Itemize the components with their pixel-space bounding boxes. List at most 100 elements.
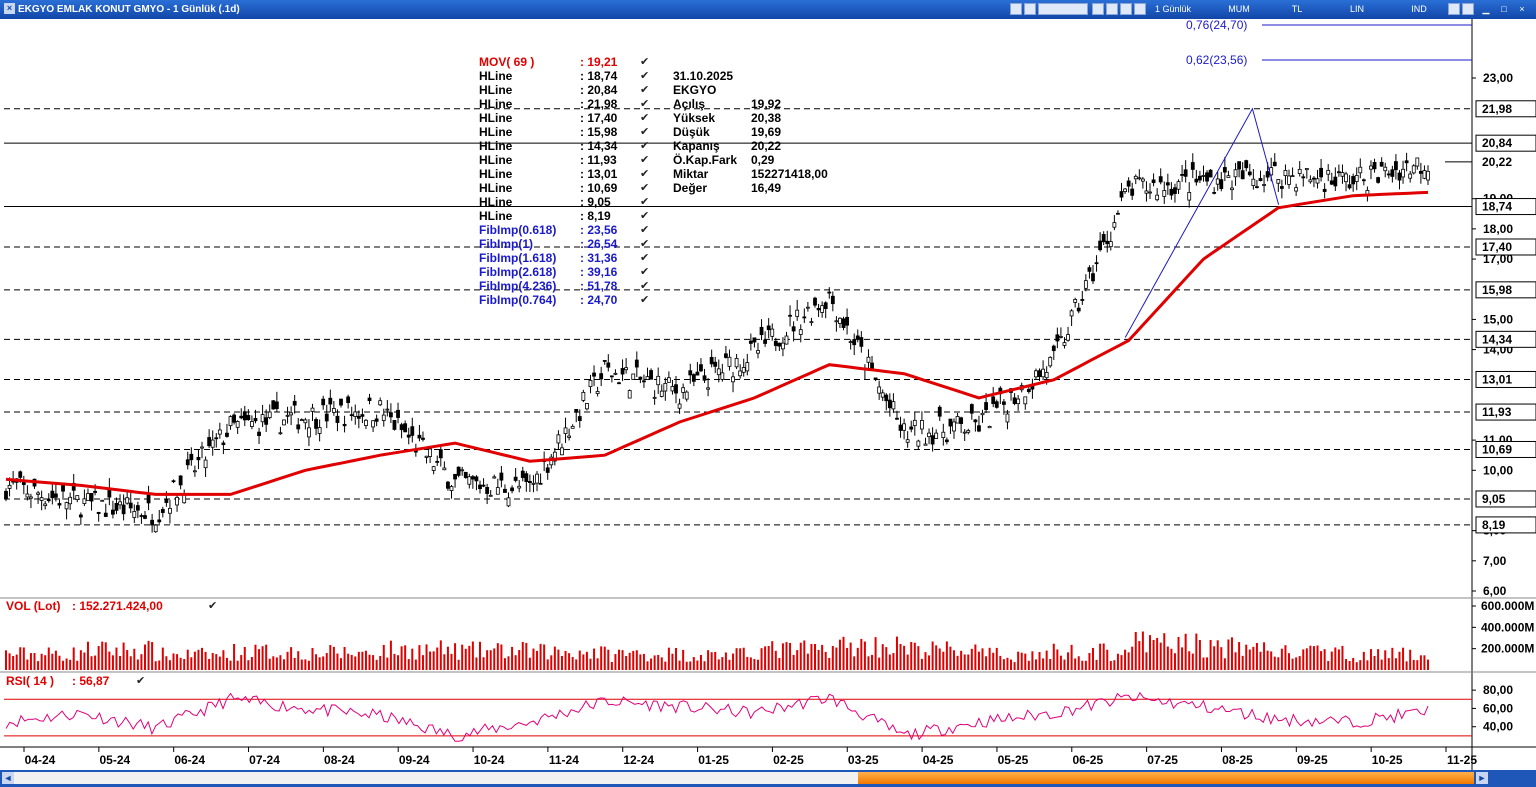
indicator-check-icon[interactable]: ✔ bbox=[640, 98, 650, 110]
volume-bar bbox=[610, 661, 613, 670]
volume-bar bbox=[657, 654, 660, 670]
candle-body bbox=[1230, 187, 1234, 191]
toolbar-zoom-icon[interactable] bbox=[1134, 3, 1146, 15]
volume-bar bbox=[675, 647, 678, 670]
window-close-button[interactable]: × bbox=[1519, 4, 1525, 14]
volume-bar bbox=[161, 647, 164, 670]
volume-check-icon[interactable]: ✔ bbox=[208, 600, 218, 612]
volume-bar bbox=[746, 656, 749, 670]
volume-bar bbox=[1320, 651, 1323, 670]
scroll-left-icon[interactable]: ◄ bbox=[2, 772, 14, 784]
toolbar-format-icon[interactable] bbox=[1038, 3, 1088, 15]
volume-bar bbox=[963, 654, 966, 670]
toolbar-settings-icon[interactable] bbox=[1462, 3, 1474, 15]
candle-body bbox=[64, 502, 69, 510]
toolbar-period-button[interactable]: 1 Günlük bbox=[1154, 4, 1192, 14]
candle-body bbox=[891, 401, 896, 410]
indicator-check-icon[interactable]: ✔ bbox=[640, 224, 650, 236]
volume-bar bbox=[432, 651, 435, 670]
volume-bar bbox=[293, 657, 296, 670]
scroll-right-icon[interactable]: ► bbox=[1476, 772, 1488, 784]
candle-body bbox=[830, 295, 835, 305]
volume-bar bbox=[154, 661, 157, 670]
volume-bar bbox=[885, 647, 888, 670]
indicator-check-icon[interactable]: ✔ bbox=[640, 280, 650, 292]
candle-body bbox=[652, 396, 657, 399]
volume-bar bbox=[799, 642, 802, 670]
indicator-check-icon[interactable]: ✔ bbox=[640, 70, 650, 82]
toolbar-dollar-icon[interactable] bbox=[1024, 3, 1036, 15]
volume-bar bbox=[853, 656, 856, 670]
toolbar-edit-icon[interactable] bbox=[1448, 3, 1460, 15]
candle-body bbox=[748, 340, 753, 344]
indicator-check-icon[interactable]: ✔ bbox=[640, 196, 650, 208]
volume-bar bbox=[764, 646, 767, 670]
indicator-check-icon[interactable]: ✔ bbox=[640, 266, 650, 278]
toolbar-tool-icon[interactable] bbox=[1010, 3, 1022, 15]
candle-body bbox=[567, 435, 571, 438]
volume-bar bbox=[568, 653, 571, 670]
volume-bar bbox=[1027, 660, 1030, 670]
candle-body bbox=[217, 429, 222, 435]
candle-body bbox=[121, 504, 126, 515]
minimize-button[interactable]: ▁ bbox=[1482, 4, 1490, 14]
indicator-check-icon[interactable]: ✔ bbox=[640, 182, 650, 194]
indicator-check-icon[interactable]: ✔ bbox=[640, 126, 650, 138]
titlebar-close-icon[interactable]: × bbox=[4, 3, 15, 14]
volume-bar bbox=[1124, 649, 1127, 670]
volume-bar bbox=[282, 659, 285, 670]
price-chart[interactable]: 0,76(24,70)0,62(23,56) 23,0019,0018,0017… bbox=[0, 19, 1536, 770]
candle-body bbox=[1001, 401, 1006, 405]
candle-body bbox=[845, 316, 849, 326]
volume-bar bbox=[1159, 642, 1162, 670]
maximize-button[interactable]: □ bbox=[1501, 4, 1507, 14]
volume-bar bbox=[40, 653, 43, 670]
hline-label: 13,01 bbox=[1482, 372, 1512, 386]
indicator-check-icon[interactable]: ✔ bbox=[640, 252, 650, 264]
horizontal-scrollbar[interactable]: ◄ ► bbox=[0, 770, 1536, 787]
candle-body bbox=[1087, 267, 1092, 272]
candle-body bbox=[1333, 176, 1338, 187]
volume-bar bbox=[539, 643, 542, 670]
indicator-check-icon[interactable]: ✔ bbox=[640, 168, 650, 180]
candle-body bbox=[1158, 176, 1163, 183]
indicator-check-icon[interactable]: ✔ bbox=[640, 154, 650, 166]
ma-check-icon[interactable]: ✔ bbox=[640, 56, 650, 68]
candle-body bbox=[53, 493, 58, 498]
toolbar-draw-icon[interactable] bbox=[1092, 3, 1104, 15]
candle-body bbox=[96, 511, 101, 514]
indicator-check-icon[interactable]: ✔ bbox=[640, 112, 650, 124]
candle-body bbox=[1326, 170, 1331, 175]
candle-body bbox=[1037, 370, 1042, 378]
volume-bar bbox=[1305, 648, 1308, 670]
volume-bar bbox=[582, 654, 585, 670]
volume-bar bbox=[186, 649, 189, 670]
indicator-check-icon[interactable]: ✔ bbox=[640, 294, 650, 306]
indicator-check-icon[interactable]: ✔ bbox=[640, 140, 650, 152]
toolbar-indicator-button[interactable]: IND bbox=[1411, 4, 1427, 14]
volume-bar bbox=[204, 651, 207, 670]
scroll-thumb[interactable] bbox=[858, 772, 1474, 784]
rsi-check-icon[interactable]: ✔ bbox=[136, 675, 146, 687]
volume-bar bbox=[147, 640, 150, 670]
candle-body bbox=[367, 397, 372, 402]
indicator-check-icon[interactable]: ✔ bbox=[640, 238, 650, 250]
candle-body bbox=[1383, 166, 1388, 172]
volume-bar bbox=[639, 654, 642, 670]
volume-bar bbox=[863, 641, 866, 670]
candle-body bbox=[595, 391, 600, 394]
toolbar-fib-icon[interactable] bbox=[1120, 3, 1132, 15]
toolbar-currency-button[interactable]: TL bbox=[1291, 4, 1303, 14]
toolbar-line-icon[interactable] bbox=[1106, 3, 1118, 15]
toolbar-chart-style-button[interactable]: MUM bbox=[1228, 4, 1250, 14]
indicator-check-icon[interactable]: ✔ bbox=[640, 210, 650, 222]
candle-body bbox=[777, 342, 782, 347]
indicator-check-icon[interactable]: ✔ bbox=[640, 84, 650, 96]
candle-body bbox=[364, 419, 368, 426]
candle-body bbox=[278, 432, 283, 435]
volume-bar bbox=[304, 659, 307, 670]
volume-bar bbox=[1409, 649, 1412, 670]
volume-bar bbox=[329, 645, 332, 670]
toolbar-scale-button[interactable]: LIN bbox=[1349, 4, 1364, 14]
volume-bar bbox=[557, 649, 560, 670]
